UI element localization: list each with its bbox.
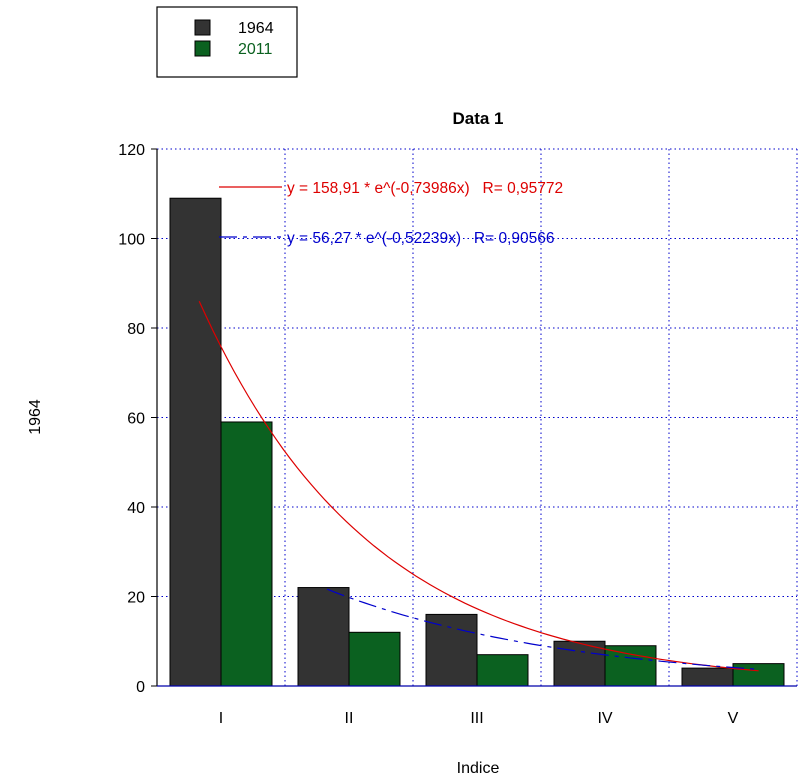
x-tick-label: I	[219, 710, 223, 727]
y-tick-label: 20	[127, 590, 145, 607]
legend-swatch-1964	[194, 19, 211, 36]
bar-1964-II	[297, 587, 350, 687]
x-tick-label: V	[728, 710, 739, 727]
fit-curve-2	[326, 588, 759, 670]
bar-2011-III	[476, 654, 529, 687]
y-tick-label: 80	[127, 321, 145, 338]
bar-1964-III	[425, 613, 478, 687]
legend-box	[156, 6, 298, 78]
bars	[169, 197, 785, 687]
y-tick-label: 100	[118, 232, 145, 249]
chart-title: Data 1	[452, 109, 503, 128]
y-axis-label: 1964	[27, 399, 44, 435]
fit-label-1: y = 158,91 * e^(-0,73986x) R= 0,95772	[287, 180, 563, 197]
y-tick-label: 0	[136, 679, 145, 696]
bar-2011-I	[220, 421, 273, 687]
grid	[157, 148, 798, 686]
y-tick-label: 120	[118, 142, 145, 159]
x-axis-label: Indice	[457, 760, 500, 777]
bar-1964-V	[681, 667, 734, 687]
bar-2011-IV	[604, 645, 657, 687]
fit-curves	[198, 300, 759, 672]
x-tick-label: III	[470, 710, 483, 727]
fit-labels: y = 158,91 * e^(-0,73986x) R= 0,95772 y =…	[219, 180, 563, 247]
y-tick-label: 40	[127, 500, 145, 517]
legend-label-1964: 1964	[238, 20, 274, 37]
y-tick-label: 60	[127, 411, 145, 428]
x-tick-label: II	[345, 710, 354, 727]
fit-curve-1	[198, 300, 759, 672]
bar-2011-V	[732, 663, 785, 687]
fit-label-2: y = 56,27 * e^(-0,52239x) R= 0,90566	[287, 230, 555, 247]
legend-swatch-2011	[194, 40, 211, 57]
legend-label-2011: 2011	[238, 41, 273, 58]
x-tick-label: IV	[597, 710, 612, 727]
bar-2011-II	[348, 631, 401, 687]
bar-1964-I	[169, 197, 222, 687]
legend: 1964 2011	[156, 6, 298, 78]
